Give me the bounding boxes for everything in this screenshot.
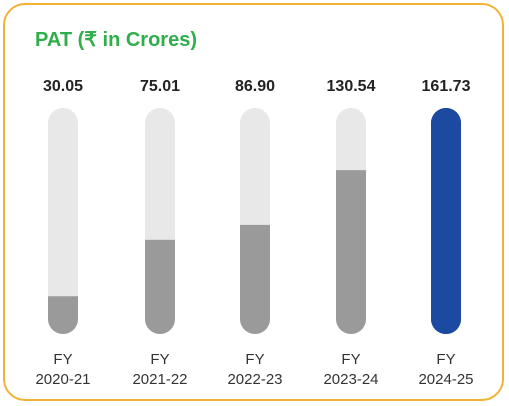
bar-track-0: [48, 108, 78, 334]
value-label-3: 130.54: [327, 78, 376, 95]
chart-title: PAT (₹ in Crores): [35, 29, 197, 51]
bar-4: [431, 108, 461, 334]
category-label-0-line-0: FY: [53, 351, 72, 368]
value-label-4: 161.73: [422, 78, 471, 95]
bar-0: [48, 296, 78, 334]
category-label-4-line-0: FY: [436, 351, 455, 368]
category-label-0-line-1: 2020-21: [35, 371, 90, 388]
category-label-2-line-1: 2022-23: [227, 371, 282, 388]
category-label-1-line-1: 2021-22: [132, 371, 187, 388]
category-label-4-line-1: 2024-25: [418, 371, 473, 388]
value-label-1: 75.01: [140, 78, 180, 95]
value-label-0: 30.05: [43, 78, 83, 95]
category-label-3-line-1: 2023-24: [323, 371, 378, 388]
bar-3: [336, 170, 366, 334]
bar-1: [145, 239, 175, 334]
bar-2: [240, 224, 270, 334]
value-label-2: 86.90: [235, 78, 275, 95]
category-label-3-line-0: FY: [341, 351, 360, 368]
category-label-2-line-0: FY: [245, 351, 264, 368]
category-label-1-line-0: FY: [150, 351, 169, 368]
